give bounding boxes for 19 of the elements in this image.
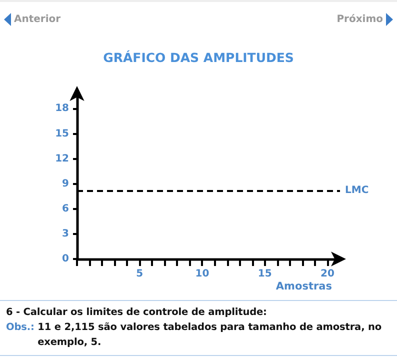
x-tick-label: 10 (195, 268, 210, 280)
y-tick-label: 15 (55, 128, 70, 140)
x-axis-title: Amostras (276, 280, 332, 292)
y-tick-label: 0 (62, 254, 70, 264)
y-tick-label: 6 (62, 203, 70, 214)
x-tick-label: 20 (320, 268, 334, 280)
x-tick-label: 5 (136, 268, 144, 280)
text: 6 - Calcular os limites de controle de amplitude: (6, 306, 268, 320)
text: 11 e 2,115 são valores tabelados para tamanho de amostra, no exemplo, 5. (38, 321, 383, 350)
y-tick-label: 12 (55, 153, 70, 164)
text: Próximo (336, 14, 383, 25)
y-tick-label: 3 (62, 228, 70, 240)
text: Anterior (14, 14, 61, 25)
y-tick-label: 18 (55, 103, 70, 114)
chart-title: GRÁFICO DAS AMPLITUDES (103, 50, 294, 65)
x-tick-label: 15 (258, 268, 272, 280)
y-tick-label: 9 (62, 178, 70, 190)
text: Obs.: (6, 322, 34, 333)
ref-line-label: LMC (345, 185, 369, 196)
